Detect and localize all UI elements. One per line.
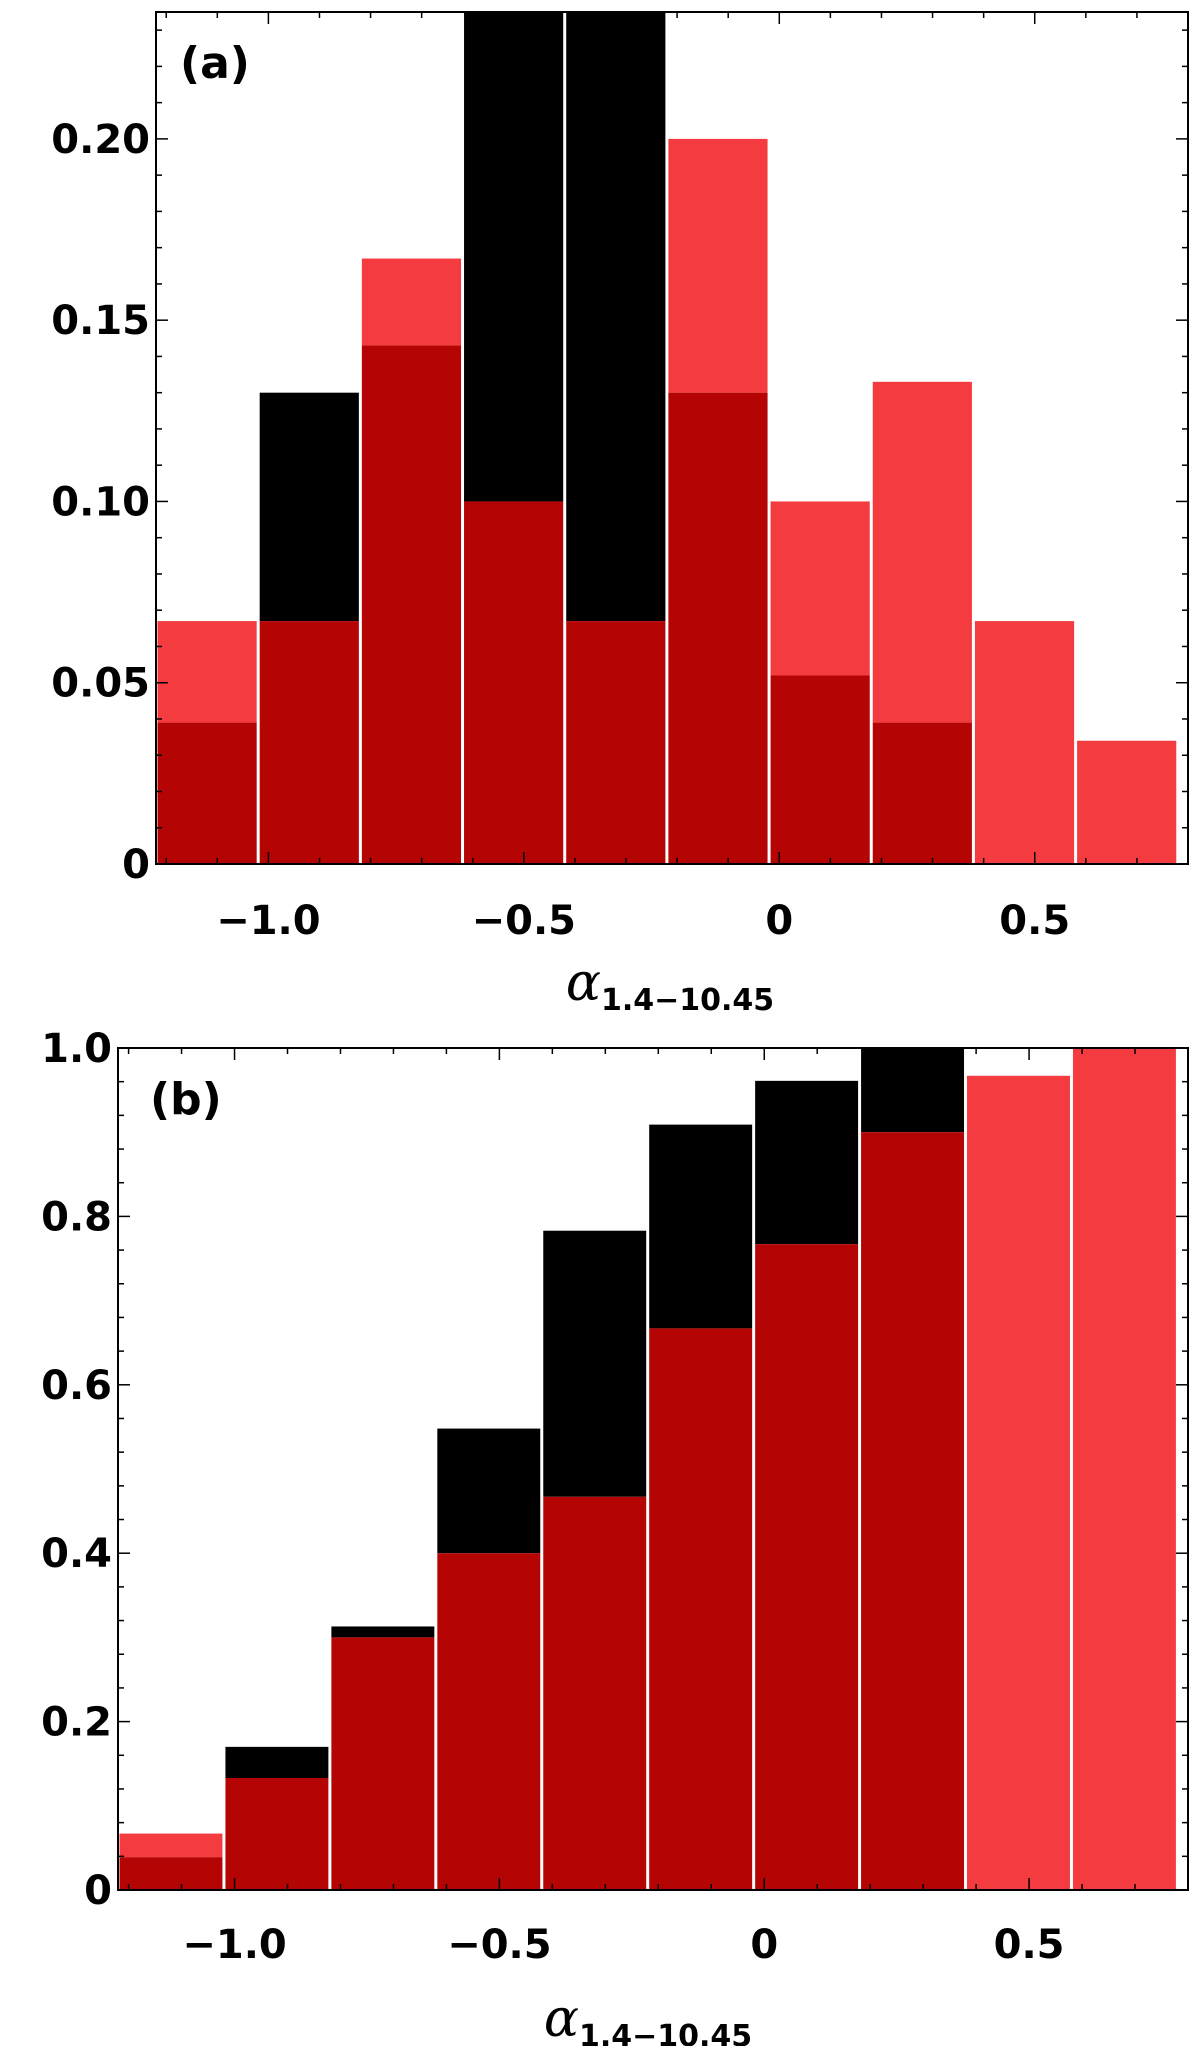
bar-top-10 (1077, 740, 1177, 864)
y-tick-label: 0.10 (51, 479, 150, 525)
bar-overlap-2 (259, 621, 359, 864)
bar-top-3 (331, 1626, 435, 1638)
y-tick-label: 1.0 (41, 1026, 112, 1072)
plot-frame (155, 11, 1189, 865)
bar-top-10 (1072, 1048, 1176, 1890)
bar-top-7 (755, 1080, 859, 1245)
panel-a: 0 0.05 0.10 0.15 0.20 −1.0 −0.5 0 0.5 α1.4−10.45 (… (51, 11, 1189, 1018)
x-tick-label: 0.5 (994, 1922, 1065, 1968)
bar-top-6 (649, 1124, 753, 1329)
y-tick-label: 0.4 (41, 1531, 112, 1577)
x-axis-label-subscript: 1.4−10.45 (579, 2019, 752, 2046)
x-axis-label-symbol: α (566, 953, 601, 1013)
x-tick-label: −0.5 (472, 898, 576, 944)
bar-overlap-3 (331, 1637, 435, 1890)
y-tick-label: 0.15 (51, 298, 150, 344)
bar-overlap-7 (755, 1244, 859, 1890)
bar-top-3 (361, 258, 462, 346)
x-tick-label: 0 (750, 1922, 778, 1968)
x-axis-label: α1.4−10.45 (544, 1989, 752, 2046)
y-tick-label: 0.8 (41, 1194, 112, 1240)
bar-top-1 (157, 621, 257, 723)
panel-b: 0 0.2 0.4 0.6 0.8 1.0 −1.0 −0.5 0 0.5 α1.4−10.45 (b… (41, 1026, 1189, 2046)
x-axis-label-symbol: α (544, 1989, 579, 2046)
bar-top-9 (974, 621, 1075, 864)
bar-overlap-4 (464, 501, 564, 864)
bar-overlap-5 (566, 621, 666, 864)
bar-overlap-8 (872, 722, 972, 864)
x-tick-label: 0 (765, 898, 793, 944)
bar-top-2 (225, 1746, 329, 1779)
bar-top-2 (259, 392, 359, 622)
bar-overlap-1 (119, 1857, 223, 1890)
bar-top-4 (464, 12, 564, 502)
bar-top-6 (668, 138, 768, 393)
bar-top-7 (770, 501, 870, 676)
bar-overlap-7 (770, 675, 870, 864)
y-tick-label: 0.2 (41, 1700, 112, 1746)
bar-overlap-5 (543, 1496, 647, 1890)
x-tick-label: 0.5 (999, 898, 1070, 944)
y-tick-label: 0.05 (51, 661, 150, 707)
bar-overlap-2 (225, 1778, 329, 1890)
plot-frame (117, 1047, 1189, 1891)
bar-top-5 (543, 1230, 647, 1497)
bar-top-8 (861, 1048, 965, 1133)
bar-top-5 (566, 12, 666, 622)
bar-overlap-8 (861, 1132, 965, 1890)
bar-top-1 (119, 1833, 223, 1858)
y-tick-label: 0.6 (41, 1363, 112, 1409)
bar-top-9 (967, 1075, 1070, 1890)
y-tick-label: 0 (84, 1868, 112, 1914)
x-tick-label: −0.5 (447, 1922, 551, 1968)
bar-top-4 (437, 1428, 541, 1554)
x-axis-label-subscript: 1.4−10.45 (601, 983, 774, 1018)
x-tick-label: −1.0 (182, 1922, 286, 1968)
panel-label: (b) (150, 1074, 222, 1125)
x-tick-label: −1.0 (216, 898, 320, 944)
bar-overlap-1 (157, 722, 257, 864)
bar-overlap-4 (437, 1553, 541, 1890)
bar-overlap-6 (649, 1328, 753, 1890)
bar-overlap-3 (361, 345, 462, 864)
y-tick-label: 0 (122, 842, 150, 888)
y-tick-label: 0.20 (51, 117, 150, 163)
x-axis-label: α1.4−10.45 (566, 953, 774, 1018)
bar-overlap-6 (668, 392, 768, 864)
panel-label: (a) (180, 38, 250, 89)
bar-top-8 (872, 381, 972, 723)
